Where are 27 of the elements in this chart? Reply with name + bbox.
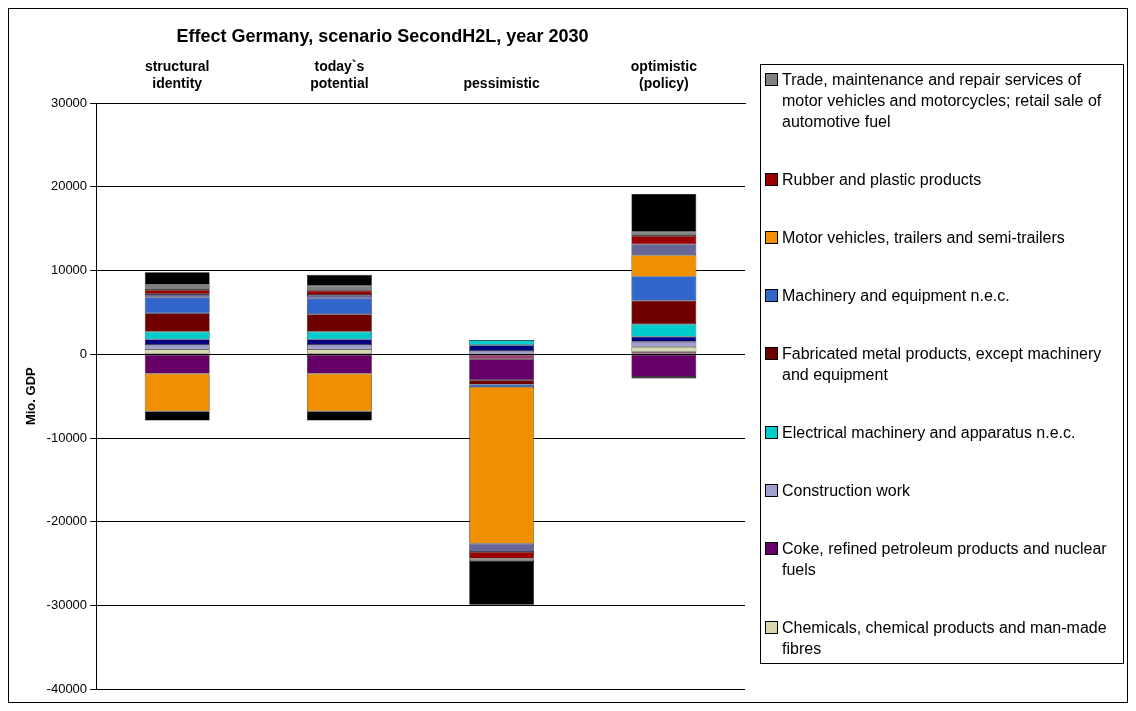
y-tick-label: 0 [79, 345, 88, 361]
legend-label: Machinery and equipment n.e.c. [782, 286, 1010, 306]
x-tick-label: today`s potential [310, 57, 369, 91]
chart-title: Effect Germany, scenario SecondH2L, year 2030 [176, 25, 589, 46]
x-tick-label: optimistic (policy) [630, 57, 698, 91]
y-tick-label: -30000 [46, 597, 88, 613]
y-tick-label: -40000 [46, 680, 88, 696]
legend-label: Motor vehicles, trailers and semi-trailers [782, 228, 1065, 248]
legend-label: Electrical machinery and apparatus n.e.c. [782, 423, 1076, 443]
legend-label: Coke, refined petroleum products and nuclear fuels [782, 539, 1108, 580]
y-tick-label: 20000 [50, 178, 88, 194]
legend-label: Construction work [782, 481, 911, 501]
y-tick-label: -10000 [46, 429, 88, 445]
legend-label: Trade, maintenance and repair services of motor vehicles and motorcycles; retail sale of automotive fuel [782, 70, 1103, 132]
x-tick-label: structural identity [144, 57, 210, 91]
legend-label: Chemicals, chemical products and man-made fibres [782, 618, 1108, 659]
bar [144, 411, 210, 421]
y-tick-label: 30000 [50, 94, 88, 110]
legend-label: Fabricated metal products, except machinery and equipment [782, 344, 1103, 385]
legend-label: Rubber and plastic products [782, 170, 982, 190]
bar [631, 194, 697, 232]
y-tick-label: 10000 [50, 262, 88, 278]
bar [306, 274, 372, 286]
x-tick-label: pessimistic [463, 74, 540, 91]
y-axis-title: Mio. GDP [23, 366, 39, 426]
y-tick-label: -20000 [46, 513, 88, 529]
bar [144, 272, 210, 285]
